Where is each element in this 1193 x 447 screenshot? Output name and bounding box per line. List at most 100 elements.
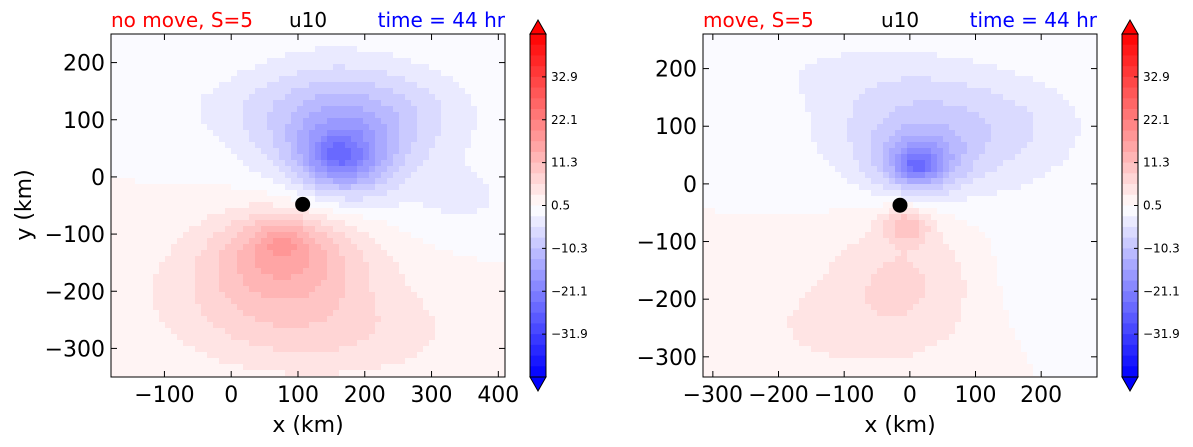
x-axis: −300 −200 −100 0 100 200 bbox=[683, 34, 1062, 408]
y-axis-label: y (km) bbox=[12, 169, 37, 240]
colorbar-band bbox=[1122, 109, 1138, 121]
x-tick-label: 200 bbox=[1020, 383, 1062, 408]
colorbar-band bbox=[1122, 355, 1138, 367]
y-axis: 200 100 0 −100 −200 −300 bbox=[637, 58, 1097, 371]
colorbar-extend-min bbox=[529, 376, 547, 393]
colorbar-band bbox=[530, 55, 546, 67]
colorbar-tick-label: −10.3 bbox=[1143, 241, 1180, 255]
colorbar-band bbox=[1122, 162, 1138, 174]
colorbar-band bbox=[530, 109, 546, 121]
colorbar-band bbox=[1122, 55, 1138, 67]
colorbar-band bbox=[530, 334, 546, 346]
colorbar-band bbox=[530, 76, 546, 88]
colorbar-tick-label: −21.1 bbox=[551, 284, 588, 298]
colorbar-band bbox=[1122, 344, 1138, 356]
colorbar-tick-label: −31.9 bbox=[551, 327, 588, 341]
colorbar-extend-min bbox=[1121, 376, 1139, 393]
storm-center-marker bbox=[295, 196, 311, 212]
contour-field bbox=[703, 34, 1097, 377]
y-axis: 200 100 0 −100 −200 −300 bbox=[45, 52, 505, 362]
colorbar-tick-label: 22.1 bbox=[551, 113, 578, 127]
y-tick-label: 0 bbox=[91, 166, 105, 191]
colorbar-band bbox=[530, 205, 546, 217]
colorbar-band bbox=[530, 237, 546, 249]
colorbar-band bbox=[1122, 173, 1138, 185]
colorbar-band bbox=[1122, 34, 1138, 46]
colorbar: 32.9 22.1 11.3 0.5 −10.3 −21.1 −31.9 bbox=[1121, 18, 1180, 393]
y-tick-label: 0 bbox=[683, 173, 697, 198]
colorbar-band bbox=[530, 66, 546, 78]
colorbar-band bbox=[530, 184, 546, 196]
title-left: no move, S=5 bbox=[111, 8, 253, 32]
colorbar-tick-label: −31.9 bbox=[1143, 327, 1180, 341]
colorbar-band bbox=[1122, 119, 1138, 131]
x-tick-label: 100 bbox=[955, 383, 997, 408]
colorbar-band bbox=[1122, 76, 1138, 88]
y-tick-label: −100 bbox=[45, 223, 105, 248]
colorbar-band bbox=[1122, 323, 1138, 335]
y-tick-label: 200 bbox=[63, 52, 105, 77]
colorbar-band bbox=[530, 151, 546, 164]
x-tick-label: 200 bbox=[344, 383, 386, 408]
chart-panel-right: move, S=5 u10 time = 44 hr −300 −200 −100 0… bbox=[637, 8, 1180, 438]
colorbar-band bbox=[530, 87, 546, 99]
x-axis-label: x (km) bbox=[864, 413, 935, 438]
x-axis: −100 0 100 200 300 400 bbox=[134, 34, 519, 408]
colorbar-band bbox=[1122, 291, 1138, 303]
colorbar-band bbox=[530, 301, 546, 314]
colorbar-band bbox=[530, 226, 546, 239]
colorbar-extend-max bbox=[1121, 18, 1139, 35]
y-tick-label: −200 bbox=[637, 288, 697, 313]
colorbar-band bbox=[1122, 248, 1138, 260]
contour-field bbox=[111, 34, 505, 377]
colorbar-tick-label: 0.5 bbox=[551, 199, 570, 213]
x-tick-label: 0 bbox=[224, 383, 238, 408]
colorbar-band bbox=[530, 194, 546, 206]
x-tick-label: 300 bbox=[411, 383, 453, 408]
colorbar-band bbox=[1122, 98, 1138, 110]
colorbar-band bbox=[530, 119, 546, 131]
colorbar-band bbox=[530, 248, 546, 260]
colorbar-band bbox=[1122, 151, 1138, 164]
x-tick-label: −300 bbox=[683, 383, 743, 408]
title-right: time = 44 hr bbox=[378, 8, 506, 32]
storm-center-marker bbox=[892, 197, 908, 213]
colorbar-band bbox=[1122, 301, 1138, 314]
colorbar-band bbox=[530, 130, 546, 142]
title-center: u10 bbox=[289, 8, 327, 32]
x-axis-label: x (km) bbox=[272, 413, 343, 438]
colorbar-band bbox=[1122, 280, 1138, 292]
y-tick-label: 100 bbox=[655, 115, 697, 140]
colorbar-band bbox=[1122, 334, 1138, 346]
colorbar-band bbox=[530, 366, 546, 378]
colorbar-band bbox=[1122, 205, 1138, 217]
colorbar-tick-label: 11.3 bbox=[1143, 156, 1170, 170]
colorbar-tick-label: −10.3 bbox=[551, 241, 588, 255]
colorbar-band bbox=[1122, 269, 1138, 281]
y-tick-label: 100 bbox=[63, 109, 105, 134]
colorbar-band bbox=[530, 291, 546, 303]
colorbar-tick-label: −21.1 bbox=[1143, 284, 1180, 298]
colorbar-band bbox=[1122, 312, 1138, 324]
y-tick-label: −200 bbox=[45, 280, 105, 305]
colorbar-band bbox=[1122, 259, 1138, 271]
colorbar-band bbox=[530, 312, 546, 324]
colorbar-band bbox=[530, 344, 546, 356]
colorbar-tick-label: 32.9 bbox=[551, 70, 578, 84]
colorbar-band bbox=[530, 259, 546, 271]
colorbar-tick-label: 0.5 bbox=[1143, 199, 1162, 213]
colorbar-band bbox=[530, 323, 546, 335]
colorbar-extend-max bbox=[529, 18, 547, 35]
x-tick-label: −100 bbox=[814, 383, 874, 408]
x-tick-label: −100 bbox=[134, 383, 194, 408]
colorbar-tick-label: 32.9 bbox=[1143, 70, 1170, 84]
colorbar-band bbox=[1122, 44, 1138, 56]
colorbar-band bbox=[530, 141, 546, 153]
y-tick-label: 200 bbox=[655, 58, 697, 83]
title-right: time = 44 hr bbox=[970, 8, 1098, 32]
colorbar-band bbox=[1122, 87, 1138, 99]
title-left: move, S=5 bbox=[703, 8, 814, 32]
colorbar-tick-label: 22.1 bbox=[1143, 113, 1170, 127]
colorbar-band bbox=[530, 216, 546, 228]
